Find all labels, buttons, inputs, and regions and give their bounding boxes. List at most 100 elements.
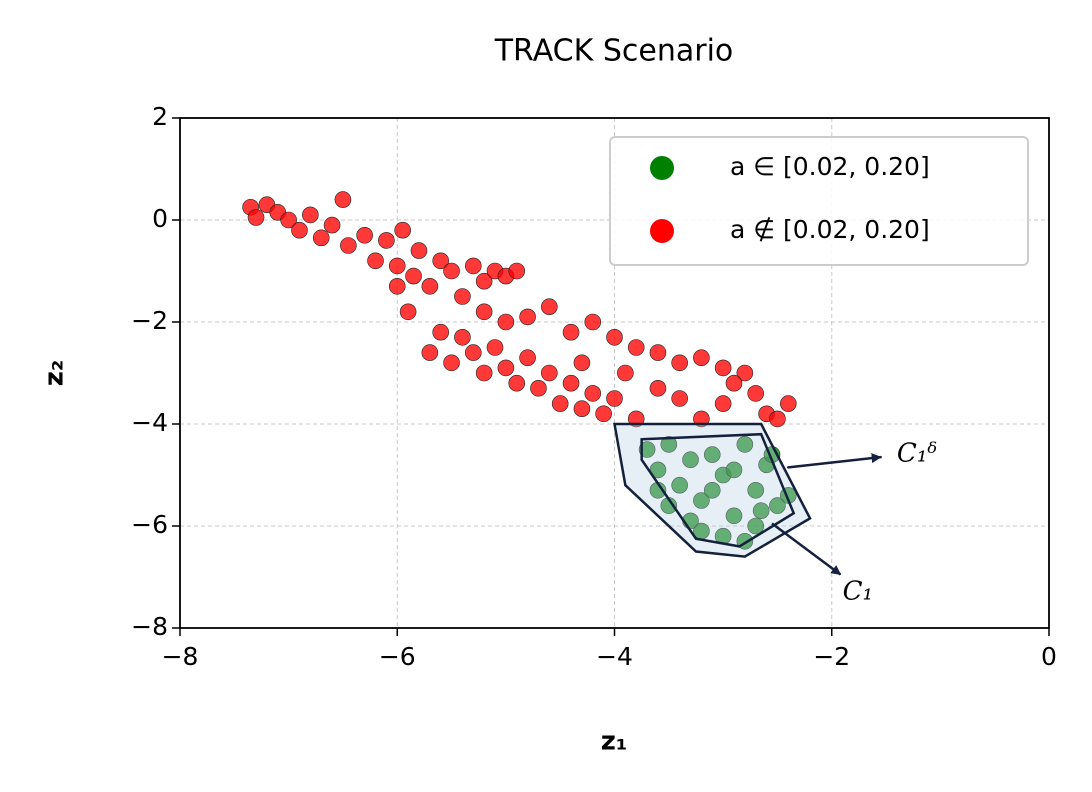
scatter-point	[747, 481, 765, 499]
legend-label: a ∈ [0.02, 0.20]	[730, 152, 930, 181]
x-tick-label: −2	[813, 642, 850, 671]
y-tick-label: 2	[152, 102, 168, 131]
scatter-point	[464, 257, 482, 275]
scatter-point	[464, 344, 482, 361]
annotation: C₁ᵟ	[897, 439, 937, 469]
scatter-point	[714, 395, 732, 412]
scatter-point	[388, 277, 406, 295]
scatter-point	[340, 237, 357, 254]
scatter-point	[410, 242, 428, 259]
scatter-point	[693, 349, 710, 367]
scatter-point	[779, 395, 797, 412]
scatter-point	[769, 497, 786, 514]
scatter-point	[562, 374, 580, 392]
scatter-point	[584, 385, 602, 402]
scatter-point	[367, 252, 384, 270]
x-axis-label: z₁	[601, 727, 628, 757]
scatter-point	[454, 288, 471, 305]
legend-marker	[650, 219, 674, 243]
scatter-point	[573, 400, 591, 418]
scatter-point	[725, 374, 743, 392]
scatter-point	[399, 303, 417, 321]
legend-marker	[650, 156, 674, 180]
y-tick-label: −4	[131, 408, 168, 437]
scatter-point	[405, 267, 422, 285]
y-tick-label: 0	[152, 204, 168, 233]
plot-frame	[179, 117, 1050, 629]
scatter-point	[725, 507, 743, 525]
scatter-point	[394, 221, 411, 239]
scatter-point	[736, 364, 754, 382]
scatter-point	[443, 262, 460, 280]
scatter-point	[671, 476, 688, 494]
scatter-point	[280, 211, 297, 229]
scatter-point	[551, 395, 569, 412]
scatter-point	[649, 344, 667, 361]
scatter-point	[323, 216, 341, 234]
scatter-point	[682, 451, 699, 469]
scatter-point	[508, 374, 526, 392]
scatter-point	[584, 313, 602, 331]
scatter-point	[638, 441, 656, 458]
scatter-point	[334, 191, 352, 208]
chart-title: TRACK Scenario	[494, 34, 734, 69]
scatter-point	[508, 262, 526, 280]
scatter-point	[693, 492, 710, 509]
scatter-point	[606, 390, 623, 407]
scatter-point	[617, 364, 634, 382]
scatter-point	[497, 359, 515, 377]
scatter-point	[432, 323, 450, 341]
scatter-point	[562, 323, 580, 341]
scatter-point	[432, 252, 450, 270]
scatter-point	[660, 436, 678, 453]
scatter-point	[519, 349, 536, 367]
scatter-point	[497, 313, 515, 331]
scatter-point	[475, 303, 493, 321]
scatter-point	[541, 298, 558, 316]
scatter-point	[475, 272, 493, 290]
scatter-point	[714, 359, 732, 377]
legend-label: a ∉ [0.02, 0.20]	[730, 215, 930, 244]
x-tick-label: 0	[1041, 642, 1057, 671]
scatter-point	[475, 364, 493, 382]
annotation: C₁	[843, 576, 873, 606]
scatter-point	[247, 209, 265, 226]
scatter-point	[725, 461, 743, 479]
scatter-point	[486, 339, 504, 356]
scatter-point	[606, 328, 623, 346]
scatter-point	[530, 379, 547, 397]
scatter-point	[421, 277, 439, 295]
scatter-point	[519, 308, 536, 326]
scatter-point	[302, 206, 319, 224]
scatter-point	[356, 227, 373, 244]
x-tick-label: −6	[379, 642, 416, 671]
scatter-point	[752, 502, 770, 520]
scatter-point	[378, 232, 395, 249]
scatter-point	[671, 390, 688, 407]
scatter-point	[454, 328, 471, 346]
scatter-point	[671, 354, 688, 372]
scatter-point	[747, 517, 765, 535]
y-tick-label: −8	[131, 612, 168, 641]
annotation-arrow	[771, 522, 842, 576]
scatter-point	[443, 354, 460, 372]
annotation-arrow	[787, 453, 882, 469]
scatter-point	[291, 221, 308, 239]
scatter-point	[421, 344, 439, 361]
scatter-point	[541, 364, 558, 382]
hull	[613, 422, 812, 558]
y-tick-label: −2	[131, 306, 168, 335]
scatter-point	[703, 481, 721, 499]
scatter-point	[703, 446, 721, 463]
scatter-point	[747, 385, 765, 402]
legend-box	[609, 136, 1029, 266]
scatter-point	[736, 436, 754, 453]
x-tick-label: −4	[596, 642, 633, 671]
scatter-point	[312, 229, 330, 247]
hull	[640, 432, 796, 548]
scatter-point	[388, 257, 406, 275]
scatter-point	[573, 354, 591, 372]
y-axis-label: z₂	[40, 360, 70, 387]
